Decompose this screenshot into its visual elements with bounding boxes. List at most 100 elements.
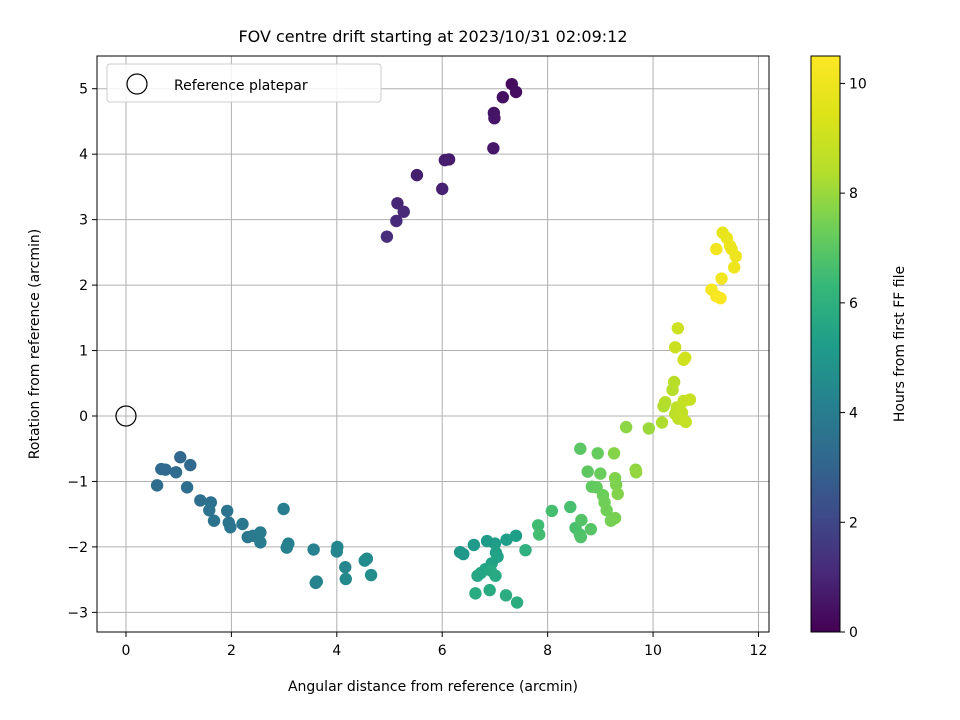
x-axis-label: Angular distance from reference (arcmin) (288, 679, 578, 695)
data-point (390, 214, 403, 228)
colorbar-tick-label: 10 (849, 76, 867, 92)
data-point (483, 583, 496, 597)
data-point (310, 575, 323, 588)
data-point (358, 554, 371, 567)
data-point (280, 541, 293, 554)
data-point (438, 153, 452, 167)
data-point (391, 197, 404, 210)
data-point (184, 458, 197, 472)
data-point (500, 533, 513, 546)
data-point (469, 587, 482, 600)
data-point (545, 504, 559, 518)
colorbar-label: Hours from first FF file (892, 266, 908, 422)
data-point (531, 519, 545, 532)
data-point (658, 396, 672, 409)
data-point (488, 111, 501, 125)
data-point (584, 523, 598, 536)
data-point (150, 479, 164, 492)
x-tick-label: 4 (332, 643, 341, 659)
grid-lines (97, 56, 769, 632)
data-point (330, 545, 344, 558)
colorbar (810, 55, 841, 633)
legend-box (106, 63, 382, 103)
data-point (683, 393, 697, 406)
data-point (471, 569, 484, 582)
data-point (575, 513, 588, 527)
data-point (591, 447, 604, 460)
data-point (629, 466, 643, 479)
y-tick-label: −2 (67, 540, 88, 556)
y-axis-ticks: −3 −2 −1 0 1 2 3 4 5 (67, 82, 97, 621)
data-point (574, 530, 588, 544)
y-tick-label: −1 (67, 474, 88, 490)
data-point (397, 205, 410, 218)
data-point (364, 568, 378, 582)
data-point (519, 543, 532, 557)
data-point (496, 91, 510, 104)
data-point (467, 538, 481, 552)
data-point (729, 250, 742, 263)
data-point (236, 517, 249, 531)
data-point (436, 182, 449, 196)
x-tick-label: 6 (438, 643, 447, 659)
data-point (489, 569, 502, 582)
data-point (194, 494, 207, 507)
data-point (277, 502, 290, 516)
data-point (220, 504, 234, 518)
data-point (488, 537, 502, 550)
data-point (715, 272, 728, 285)
data-points (115, 77, 742, 609)
colorbar-tick-label: 2 (849, 515, 858, 531)
data-point (169, 466, 183, 479)
data-point (457, 547, 470, 561)
data-point (608, 511, 622, 525)
colorbar-tick-label: 4 (849, 406, 858, 422)
data-point (574, 442, 587, 455)
data-point (607, 447, 621, 460)
x-tick-label: 10 (644, 643, 662, 659)
data-point (509, 85, 523, 99)
data-point (339, 572, 352, 586)
data-point (224, 521, 237, 534)
colorbar-tick-label: 8 (849, 186, 858, 202)
data-point (655, 416, 669, 429)
data-point (339, 561, 352, 574)
data-point (533, 528, 546, 541)
y-tick-label: 5 (79, 82, 88, 98)
x-tick-label: 2 (227, 643, 236, 659)
y-tick-label: −3 (67, 605, 88, 621)
data-point (499, 589, 513, 602)
data-point (207, 514, 221, 527)
data-point (509, 529, 523, 542)
data-point (594, 467, 607, 480)
colorbar-tick-label: 6 (849, 296, 858, 312)
chart-title: FOV centre drift starting at 2023/10/31 … (238, 27, 627, 46)
legend-marker-reference (126, 73, 148, 95)
plot-frame (96, 55, 770, 633)
x-axis-ticks: 0 2 4 6 8 10 12 (122, 632, 768, 659)
data-point (728, 261, 741, 274)
data-point (679, 415, 692, 429)
x-tick-label: 0 (122, 643, 131, 659)
data-point (642, 422, 656, 435)
x-tick-label: 8 (543, 643, 552, 659)
data-point (510, 596, 524, 609)
data-point (671, 322, 685, 335)
data-point (619, 420, 633, 434)
y-tick-label: 0 (79, 409, 88, 425)
data-point (678, 351, 692, 364)
data-point (487, 142, 500, 155)
data-point (564, 500, 577, 514)
y-tick-label: 3 (79, 213, 88, 229)
y-tick-label: 1 (79, 344, 88, 360)
data-point (668, 341, 682, 354)
data-point (667, 375, 681, 389)
data-point (710, 242, 723, 256)
data-point (380, 230, 394, 243)
colorbar-tick-label: 0 (849, 625, 858, 641)
data-point (600, 504, 613, 517)
data-point (174, 451, 187, 464)
x-tick-label: 12 (750, 643, 768, 659)
data-point (714, 291, 727, 305)
